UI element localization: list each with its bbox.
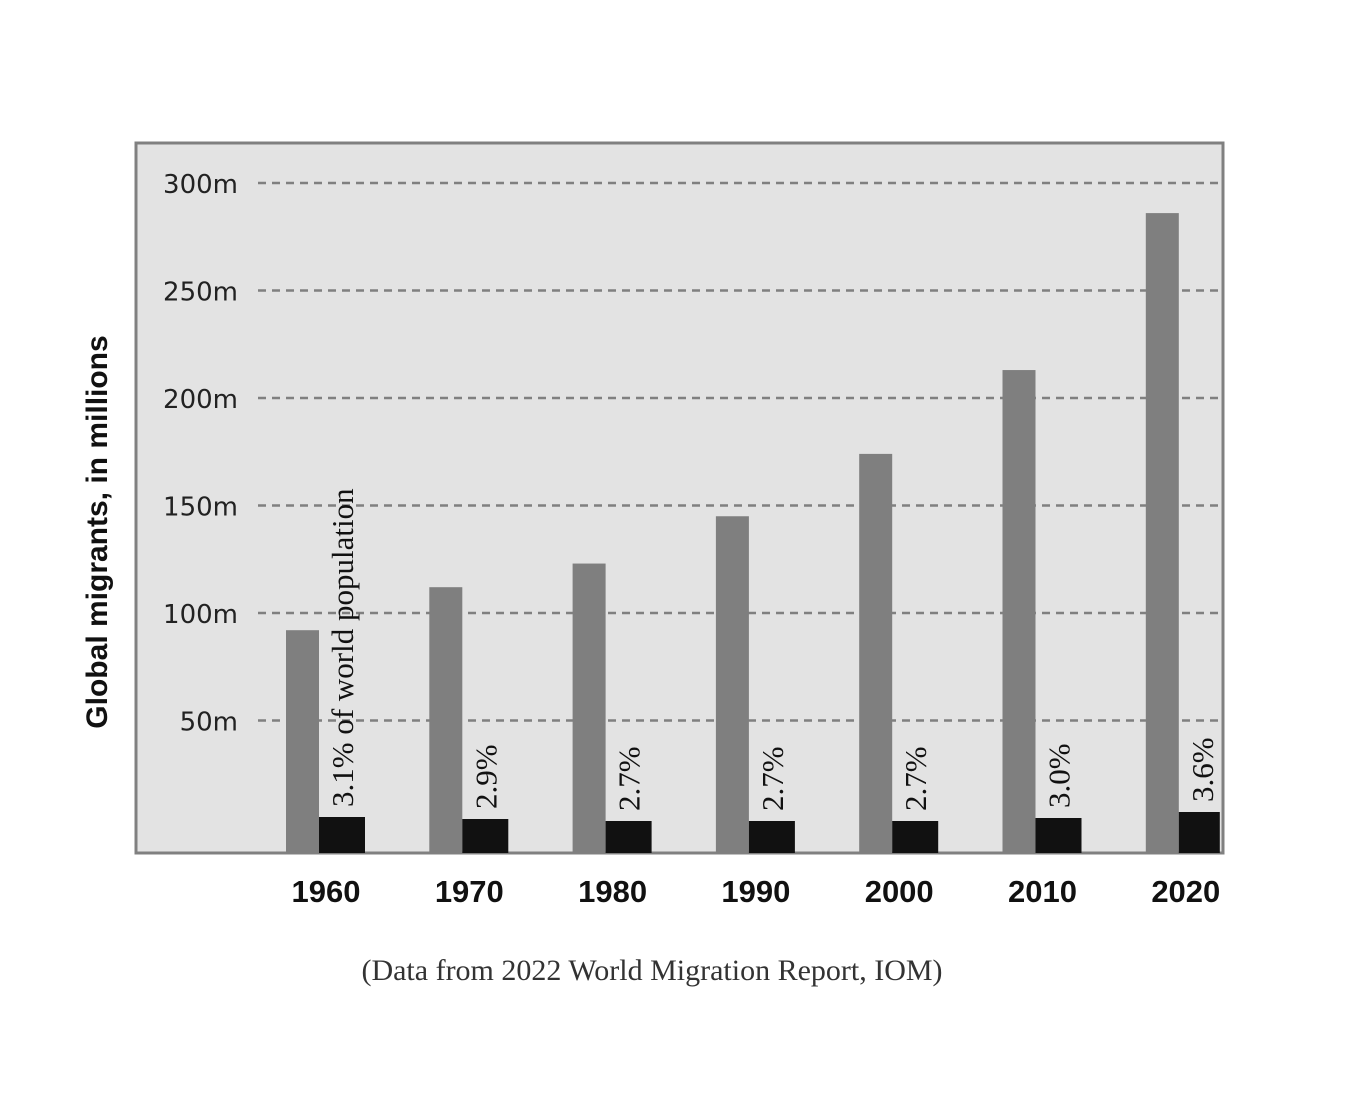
migrants-bar-1980 <box>572 563 606 853</box>
migrants-bar-1990 <box>715 516 749 853</box>
percent-label-1990: 2.7% <box>755 746 790 811</box>
caption: (Data from 2022 World Migration Report, … <box>361 954 942 987</box>
x-tick-label: 2020 <box>1151 874 1220 909</box>
y-tick-label: 50m <box>180 708 238 738</box>
x-tick-label: 1970 <box>435 874 504 909</box>
migrants-bar-2000 <box>859 453 893 853</box>
percent-bar-2010 <box>1035 818 1082 853</box>
y-tick-label: 200m <box>163 385 238 415</box>
percent-label-1970: 2.9% <box>468 744 503 809</box>
percent-label-2020: 3.6% <box>1185 737 1220 802</box>
x-tick-label: 1960 <box>292 874 361 909</box>
percent-bar-2000 <box>892 821 939 853</box>
percent-bar-1960 <box>319 817 365 853</box>
x-tick-label: 2000 <box>865 874 934 909</box>
percent-bar-1970 <box>462 819 509 853</box>
percent-bar-1990 <box>748 821 795 853</box>
y-tick-label: 250m <box>163 278 238 308</box>
x-tick-label: 1980 <box>578 874 647 909</box>
percent-label-1960: 3.1% of world population <box>325 488 360 807</box>
percent-bar-1980 <box>605 821 652 853</box>
x-tick-label: 2010 <box>1008 874 1077 909</box>
migrants-bar-2010 <box>1002 370 1036 853</box>
y-axis-title: Global migrants, in millions <box>81 335 114 728</box>
percent-bar-2020 <box>1178 812 1220 853</box>
y-tick-label: 300m <box>163 170 238 200</box>
migrants-bar-1970 <box>429 587 463 853</box>
percent-label-2010: 3.0% <box>1042 743 1077 808</box>
percent-label-2000: 2.7% <box>898 746 933 811</box>
y-tick-label: 150m <box>163 493 238 523</box>
x-tick-label: 1990 <box>721 874 790 909</box>
migrants-bar-2020 <box>1145 213 1179 854</box>
migrants-bar-1960 <box>286 630 319 853</box>
percent-label-1980: 2.7% <box>612 746 647 811</box>
y-tick-label: 100m <box>163 600 238 630</box>
